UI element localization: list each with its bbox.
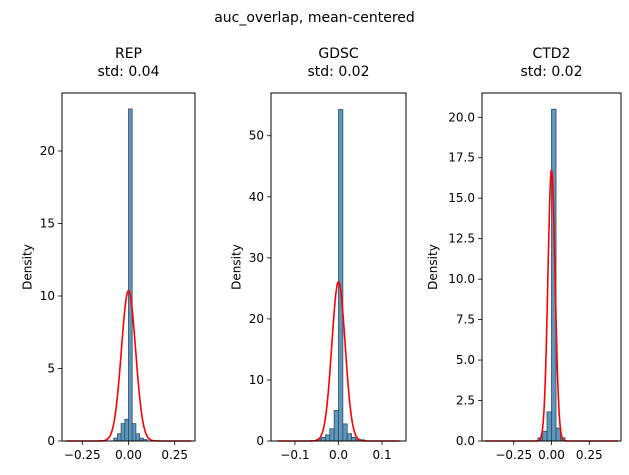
histogram-bar bbox=[131, 423, 137, 442]
x-tick-label: −0.25 bbox=[495, 448, 532, 462]
x-tick-label: 0.0 bbox=[329, 448, 348, 462]
histogram-bar bbox=[120, 423, 126, 442]
histogram-bar bbox=[338, 109, 344, 442]
y-tick-label: 20.0 bbox=[448, 110, 475, 124]
y-tick-label: 0.0 bbox=[456, 434, 475, 448]
y-axis-label: Density bbox=[230, 244, 244, 290]
histogram-bar bbox=[546, 411, 552, 442]
x-tick-label: −0.1 bbox=[280, 448, 309, 462]
y-tick-label: 15.0 bbox=[448, 191, 475, 205]
panel-title-name: REP bbox=[115, 46, 142, 62]
panel-title-std: std: 0.02 bbox=[520, 64, 582, 80]
y-tick-label: 5.0 bbox=[456, 353, 475, 367]
histogram-bar bbox=[333, 410, 339, 442]
histogram-bar bbox=[135, 433, 140, 442]
x-tick-label: 0.00 bbox=[538, 448, 565, 462]
y-tick-label: 10 bbox=[40, 289, 55, 303]
y-tick-label: 5 bbox=[47, 362, 55, 376]
panel-rep: REP std: 0.04 −0.25 0.00 0.25 0 5 10 15 20 Density bbox=[21, 46, 196, 462]
histogram-bar bbox=[329, 428, 335, 442]
y-tick-label: 20 bbox=[249, 312, 264, 326]
histogram-bar bbox=[124, 418, 129, 442]
y-tick-label: 20 bbox=[40, 144, 55, 158]
y-tick-label: 7.5 bbox=[456, 313, 475, 327]
y-tick-label: 50 bbox=[249, 129, 264, 143]
y-tick-label: 0 bbox=[47, 434, 55, 448]
histogram-bar bbox=[342, 423, 348, 442]
y-axis-label: Density bbox=[426, 244, 440, 290]
x-tick-label: −0.25 bbox=[64, 448, 101, 462]
y-tick-label: 10 bbox=[249, 373, 264, 387]
histogram-bar bbox=[346, 433, 352, 442]
y-tick-label: 12.5 bbox=[448, 232, 475, 246]
histogram-bar bbox=[351, 436, 357, 442]
panel-gdsc: GDSC std: 0.02 −0.1 0.0 0.1 0 10 20 30 40 50 Densit… bbox=[230, 46, 407, 462]
histogram-bar bbox=[117, 433, 122, 442]
y-tick-label: 0 bbox=[256, 434, 264, 448]
x-tick-label: 0.00 bbox=[115, 448, 142, 462]
y-tick-label: 17.5 bbox=[448, 151, 475, 165]
x-tick-label: 0.25 bbox=[161, 448, 188, 462]
x-tick-label: 0.25 bbox=[576, 448, 603, 462]
y-tick-label: 15 bbox=[40, 217, 55, 231]
panel-title-std: std: 0.02 bbox=[307, 64, 369, 80]
histogram-bar bbox=[325, 434, 331, 442]
x-tick-label: 0.1 bbox=[373, 448, 392, 462]
y-tick-label: 2.5 bbox=[456, 394, 475, 408]
y-tick-label: 10.0 bbox=[448, 272, 475, 286]
histogram-bar bbox=[542, 430, 548, 442]
figure-suptitle: auc_overlap, mean-centered bbox=[214, 10, 415, 26]
histogram-bar bbox=[320, 436, 326, 442]
panel-title-name: GDSC bbox=[318, 46, 359, 62]
y-tick-label: 30 bbox=[249, 251, 264, 265]
panel-ctd2: CTD2 std: 0.02 −0.25 0.00 0.25 0.0 2.5 5.0 7.5 10… bbox=[426, 46, 622, 462]
histogram-bar bbox=[128, 108, 133, 442]
panel-title-std: std: 0.04 bbox=[97, 64, 159, 80]
panel-title-name: CTD2 bbox=[532, 46, 570, 62]
y-tick-label: 40 bbox=[249, 190, 264, 204]
y-axis-label: Density bbox=[21, 244, 35, 290]
